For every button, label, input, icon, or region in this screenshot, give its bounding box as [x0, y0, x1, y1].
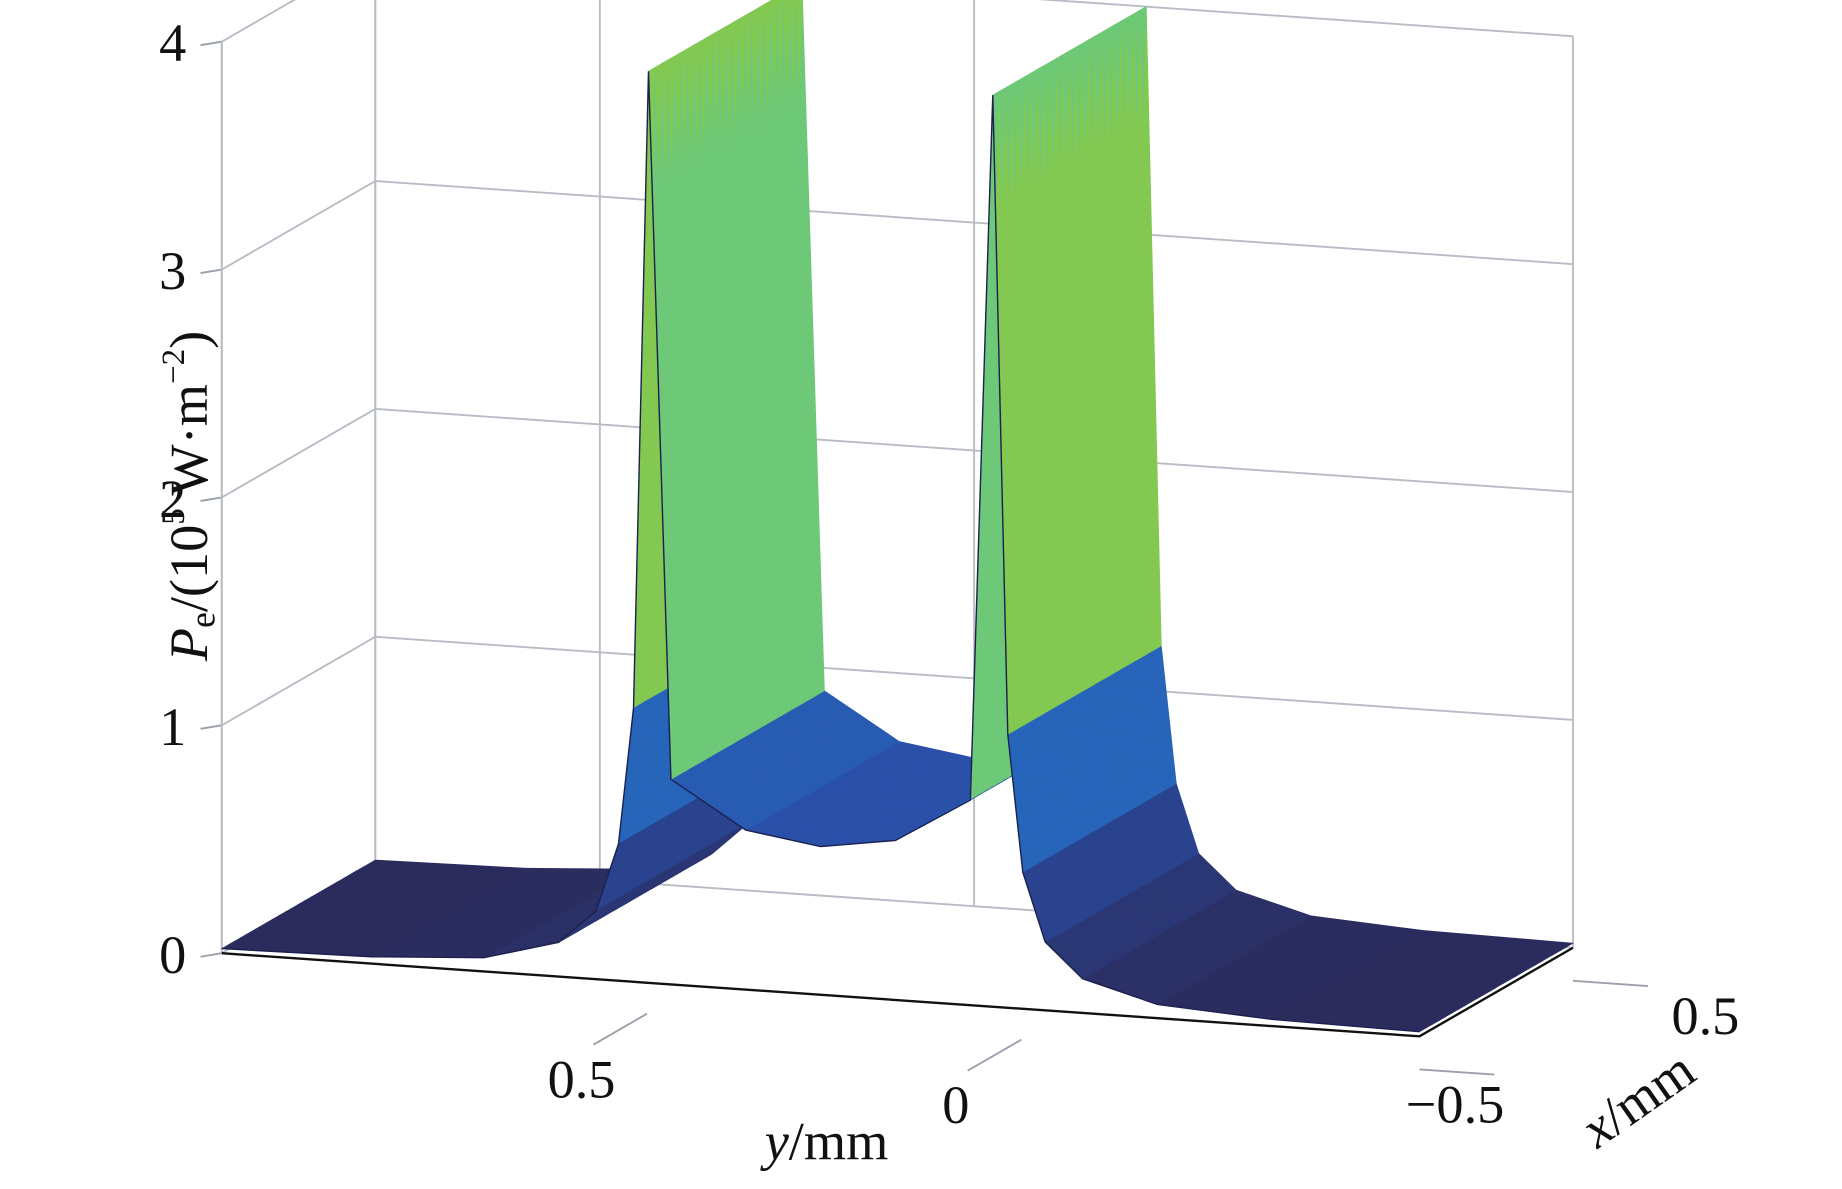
- y-axis-label-part: /mm: [789, 1112, 889, 1172]
- z-axis-label-part: 5: [156, 508, 192, 525]
- grid-line: [221, 635, 376, 727]
- z-axis-label-part: W·m: [159, 384, 219, 508]
- tick-mark: [1572, 979, 1648, 987]
- z-tick-label: 0: [159, 925, 186, 985]
- z-axis-label: Pe/(105 W·m−2): [156, 331, 223, 662]
- grid-line: [221, 0, 296, 43]
- z-tick-label: 1: [159, 697, 186, 757]
- z-axis-label-part: −2: [156, 349, 192, 384]
- surface-patch: [776, 0, 806, 707]
- x-tick-label: −0.5: [1406, 1074, 1505, 1134]
- z-axis-label-part: e: [183, 612, 223, 628]
- grid-line: [221, 180, 376, 271]
- y-tick-label: 0: [942, 1075, 969, 1135]
- tick-mark: [200, 724, 222, 730]
- surface-profile: [221, 71, 1420, 1033]
- floor-edge: [221, 946, 1574, 1038]
- z-axis-label-part: P: [159, 628, 219, 662]
- y-tick-label: 0.5: [548, 1049, 616, 1109]
- z-tick-label: 3: [159, 241, 186, 301]
- y-axis-label: y/mm: [760, 1112, 889, 1172]
- z-tick-label: 2: [159, 469, 186, 529]
- y-axis-label-part: y: [760, 1112, 790, 1172]
- z-axis-label-part: ): [159, 331, 219, 349]
- tick-mark: [200, 268, 222, 275]
- surface-patch: [789, 0, 819, 699]
- surface: [220, 0, 1575, 1038]
- x-axis-label: x/mm: [1569, 1039, 1706, 1160]
- z-tick-label: 4: [159, 13, 186, 73]
- tick-mark: [200, 40, 222, 47]
- tick-mark: [592, 1012, 648, 1046]
- surface-patch: [795, 0, 825, 695]
- tick-mark: [1419, 1068, 1495, 1076]
- axes-box: [200, 0, 1648, 1076]
- tick-mark: [967, 1038, 1022, 1072]
- grid-line: [221, 408, 376, 499]
- tick-mark: [200, 496, 222, 502]
- z-axis-label-part: /(10: [159, 525, 219, 612]
- grid-line: [1037, 0, 1574, 38]
- x-tick-label: 0.5: [1671, 986, 1739, 1046]
- labels: 0 1 2 3 4 0 0.5 −0.5 0.5 Pe/(105 W·m−2) y/mm x/mm: [156, 13, 1740, 1172]
- tick-mark: [200, 952, 222, 958]
- surface-patch: [782, 0, 813, 703]
